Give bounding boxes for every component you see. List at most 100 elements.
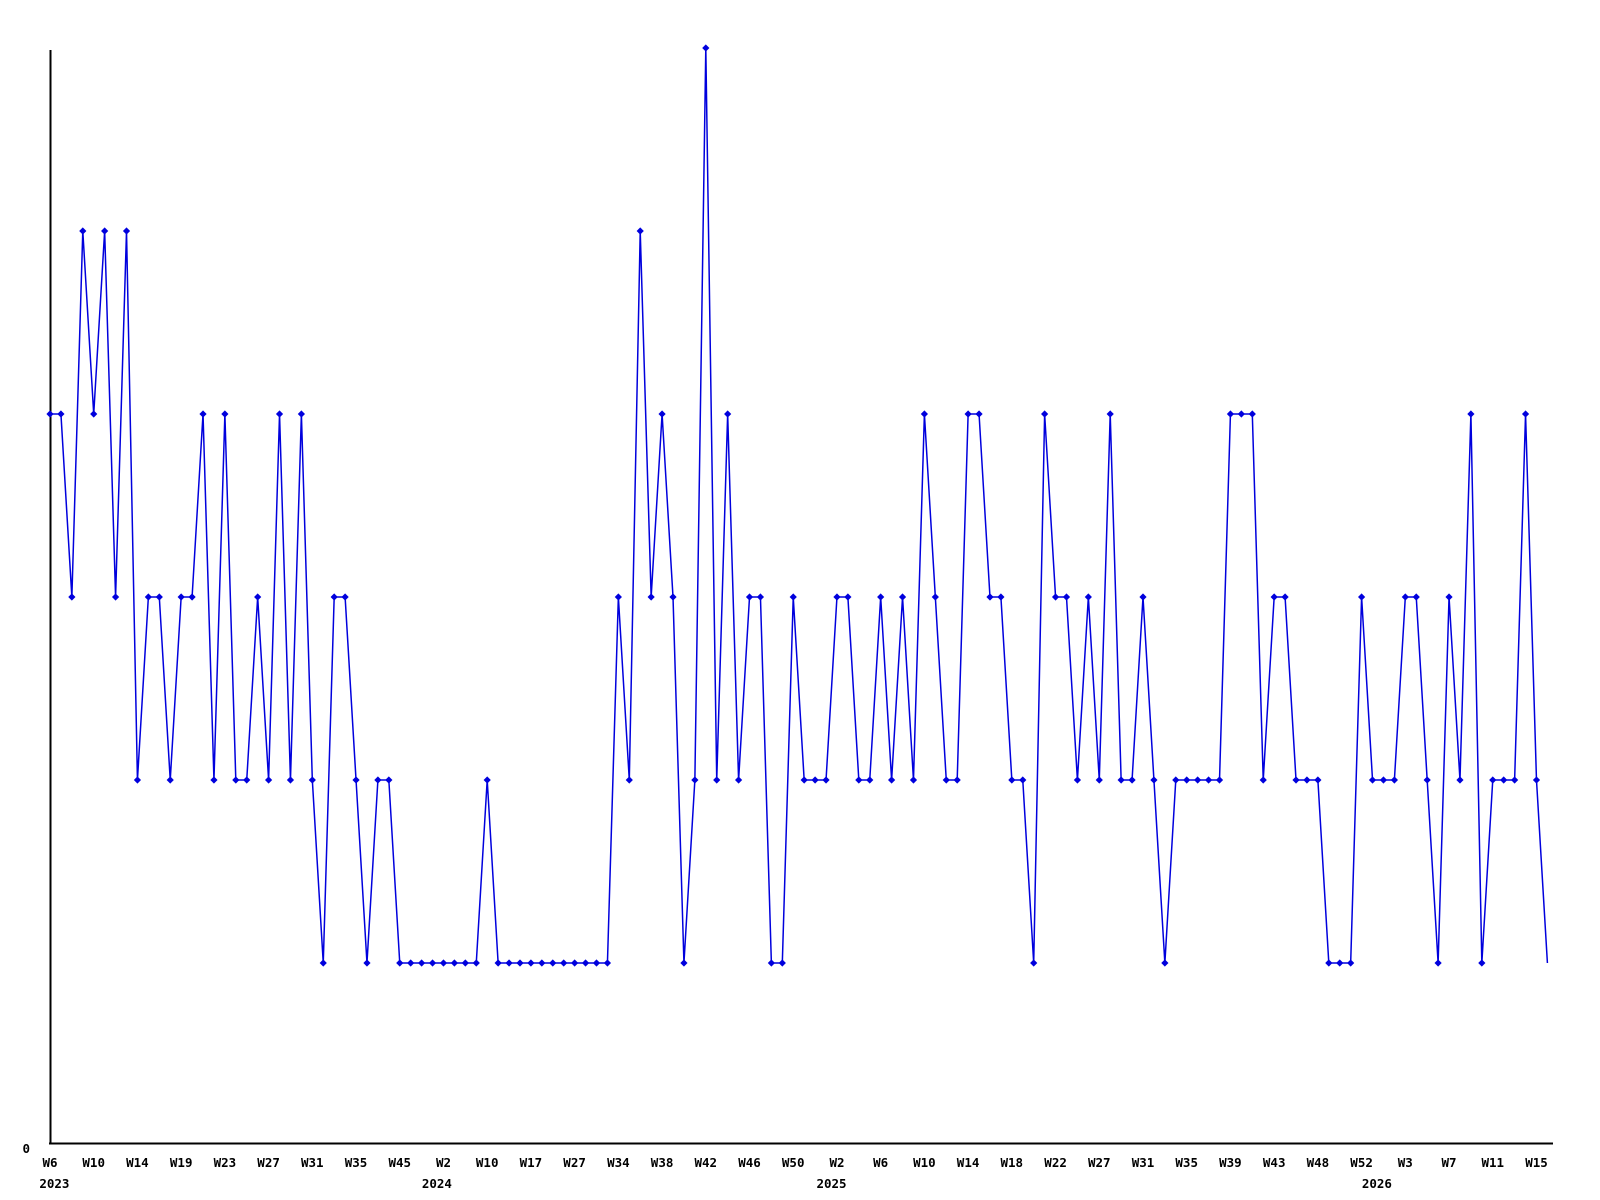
data-point-marker — [603, 959, 612, 967]
x-tick-week-label: W27 — [1088, 1155, 1111, 1170]
data-point-marker — [811, 776, 819, 784]
x-tick-week-label: W6 — [42, 1155, 57, 1170]
data-point-marker — [1161, 959, 1169, 967]
data-point-marker — [571, 959, 579, 967]
x-tick-week-label: W27 — [563, 1155, 586, 1170]
data-point-marker — [1204, 776, 1213, 784]
x-tick-week-label: W27 — [257, 1155, 280, 1170]
data-point-marker — [1521, 410, 1530, 418]
data-point-marker — [363, 959, 371, 967]
data-point-marker — [439, 959, 448, 967]
data-point-marker — [330, 593, 338, 601]
data-point-marker — [800, 776, 808, 784]
data-point-marker — [483, 776, 491, 784]
data-point-marker — [1511, 776, 1519, 784]
y-axis-zero-label: 0 — [22, 1141, 30, 1156]
data-point-marker — [188, 593, 196, 601]
data-point-marker — [975, 410, 983, 418]
data-point-marker — [1150, 776, 1158, 784]
data-point-marker — [691, 776, 699, 784]
data-point-marker — [68, 593, 76, 601]
data-point-marker — [1183, 776, 1191, 784]
data-point-marker — [385, 776, 393, 784]
x-axis-year-label: 2023 — [39, 1176, 69, 1191]
x-tick-week-label: W7 — [1441, 1155, 1456, 1170]
data-point-marker — [1467, 410, 1475, 418]
data-point-marker — [1226, 410, 1235, 418]
data-point-marker — [57, 410, 65, 418]
data-point-marker — [931, 593, 939, 601]
data-point-marker — [210, 776, 218, 784]
x-tick-week-label: W2 — [829, 1155, 844, 1170]
data-point-marker — [745, 593, 754, 601]
data-point-marker — [822, 776, 830, 784]
x-tick-week-label: W35 — [345, 1155, 368, 1170]
data-point-marker — [581, 959, 590, 967]
data-point-marker — [396, 959, 404, 967]
data-point-marker — [1314, 776, 1322, 784]
data-point-marker — [1106, 410, 1114, 418]
x-tick-week-label: W10 — [82, 1155, 105, 1170]
data-point-marker — [1412, 593, 1420, 601]
x-tick-week-label: W18 — [1001, 1155, 1024, 1170]
x-tick-week-label: W14 — [126, 1155, 149, 1170]
data-point-marker — [855, 776, 863, 784]
data-point-marker — [636, 227, 644, 235]
x-tick-week-label: W23 — [214, 1155, 237, 1170]
data-point-marker — [275, 410, 284, 418]
data-point-marker — [166, 776, 174, 784]
data-point-marker — [625, 776, 633, 784]
data-point-marker — [1445, 593, 1453, 601]
data-point-marker — [614, 593, 622, 601]
data-point-marker — [144, 593, 152, 601]
data-polyline — [50, 47, 1549, 964]
data-point-marker — [1008, 776, 1016, 784]
data-point-marker — [133, 776, 142, 784]
data-point-marker — [297, 410, 305, 418]
data-point-marker — [79, 227, 87, 235]
data-point-marker — [1292, 776, 1300, 784]
data-point-marker — [1325, 959, 1333, 967]
data-point-marker — [494, 959, 502, 967]
x-tick-week-label: W43 — [1263, 1155, 1286, 1170]
x-tick-week-label: W17 — [520, 1155, 543, 1170]
data-point-marker — [450, 959, 459, 967]
data-point-marker — [680, 959, 688, 967]
data-point-marker — [1041, 410, 1049, 418]
data-point-marker — [778, 959, 786, 967]
data-point-marker — [1073, 776, 1082, 784]
x-tick-week-label: W2 — [436, 1155, 451, 1170]
data-point-marker — [964, 410, 972, 418]
data-point-marker — [1423, 776, 1431, 784]
data-point-marker — [374, 776, 382, 784]
data-point-marker — [407, 959, 415, 967]
data-point-marker — [1128, 776, 1136, 784]
x-tick-week-label: W15 — [1525, 1155, 1548, 1170]
data-point-marker — [1379, 776, 1388, 784]
x-tick-week-label: W14 — [957, 1155, 980, 1170]
data-point-marker — [527, 959, 535, 967]
data-point-marker — [866, 776, 874, 784]
data-point-marker — [767, 959, 775, 967]
data-point-marker — [1270, 593, 1278, 601]
x-tick-week-label: W45 — [389, 1155, 412, 1170]
data-point-marker — [702, 44, 710, 52]
data-point-marker — [1478, 959, 1486, 967]
data-point-marker — [428, 959, 437, 967]
data-point-marker — [254, 593, 262, 601]
data-point-marker — [177, 593, 185, 601]
x-tick-week-label: W34 — [607, 1155, 630, 1170]
x-axis-year-label: 2026 — [1362, 1176, 1392, 1191]
data-point-marker — [243, 776, 251, 784]
data-point-marker — [669, 593, 677, 601]
data-point-marker — [997, 593, 1005, 601]
data-point-marker — [909, 776, 918, 784]
data-point-marker — [352, 776, 360, 784]
data-point-marker — [286, 776, 295, 784]
x-tick-week-label: W22 — [1044, 1155, 1067, 1170]
data-point-marker — [418, 959, 426, 967]
data-point-marker — [986, 593, 994, 601]
data-point-marker — [1194, 776, 1202, 784]
